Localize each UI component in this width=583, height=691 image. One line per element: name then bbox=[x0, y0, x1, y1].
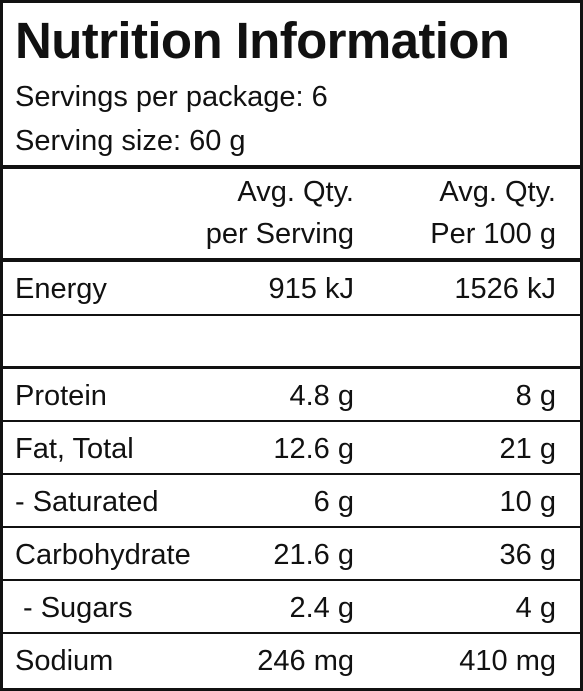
table-cell: 8 g bbox=[515, 380, 556, 412]
table-cell: - Sugars bbox=[23, 592, 133, 624]
table-cell: - Saturated bbox=[15, 486, 159, 518]
divider bbox=[3, 366, 580, 369]
header-cell: per Serving bbox=[205, 218, 354, 250]
table-cell: 2.4 g bbox=[289, 592, 355, 624]
table-cell: Carbohydrate bbox=[15, 539, 191, 571]
header-cell: Avg. Qty. bbox=[439, 176, 556, 208]
serving-size: Serving size: 60 g bbox=[15, 125, 246, 157]
table-cell: 410 mg bbox=[459, 645, 556, 677]
table-cell: 915 kJ bbox=[268, 273, 354, 305]
table-cell: Protein bbox=[15, 380, 107, 412]
servings: Servings per package: 6 bbox=[15, 81, 328, 113]
table-cell: 21 g bbox=[499, 433, 556, 465]
header-cell: Per 100 g bbox=[430, 218, 556, 250]
divider bbox=[3, 579, 580, 581]
divider bbox=[3, 165, 580, 169]
header-cell: Avg. Qty. bbox=[237, 176, 354, 208]
divider bbox=[3, 314, 580, 316]
divider bbox=[3, 473, 580, 475]
divider bbox=[3, 526, 580, 528]
table-cell: 12.6 g bbox=[273, 433, 354, 465]
table-cell: Sodium bbox=[15, 645, 114, 677]
table-cell: 4 g bbox=[515, 592, 556, 624]
divider bbox=[3, 258, 580, 262]
table-cell: 10 g bbox=[499, 486, 556, 518]
table-cell: 4.8 g bbox=[289, 380, 355, 412]
table-cell: Energy bbox=[15, 273, 107, 305]
table-cell: 1526 kJ bbox=[454, 273, 556, 305]
table-cell: 6 g bbox=[313, 486, 354, 518]
title: Nutrition Information bbox=[15, 12, 510, 69]
divider bbox=[3, 632, 580, 634]
table-cell: 21.6 g bbox=[273, 539, 354, 571]
table-cell: 36 g bbox=[499, 539, 556, 571]
table-cell: 246 mg bbox=[257, 645, 354, 677]
table-cell: Fat, Total bbox=[15, 433, 134, 465]
divider bbox=[3, 420, 580, 422]
